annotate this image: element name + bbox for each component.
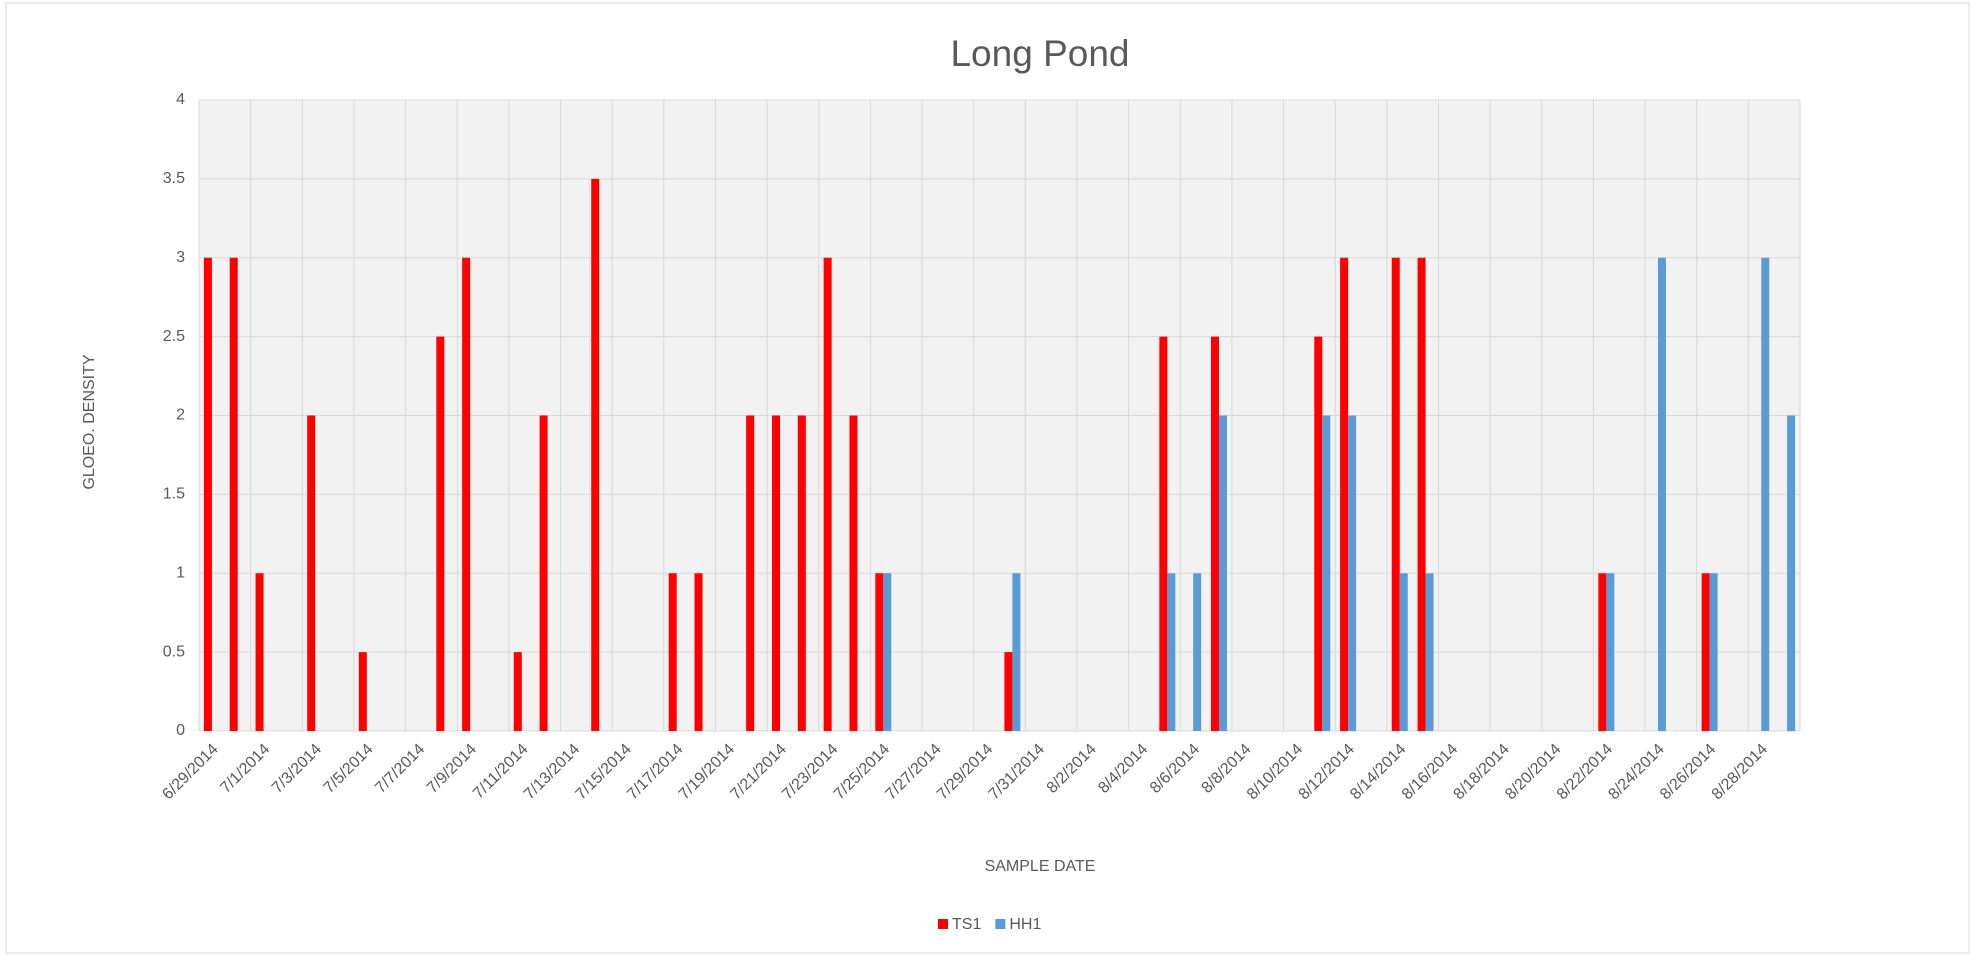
y-tick-label: 0	[176, 722, 185, 739]
bar	[1417, 257, 1426, 731]
bar	[823, 257, 832, 731]
y-tick-label: 3.5	[163, 170, 185, 187]
y-axis-title: GLOEO. DENSITY	[81, 354, 98, 489]
bar	[1167, 573, 1176, 731]
bar	[1314, 336, 1323, 731]
bar	[1004, 652, 1013, 731]
bar	[1210, 336, 1219, 731]
bar	[1348, 415, 1357, 731]
bar	[307, 415, 316, 731]
legend-label: TS1	[952, 916, 981, 933]
y-tick-label: 2	[176, 407, 185, 424]
bar	[1193, 573, 1202, 731]
bar	[797, 415, 806, 731]
y-tick-label: 1	[176, 564, 185, 581]
chart-title: Long Pond	[950, 33, 1129, 74]
bar	[1606, 573, 1615, 731]
y-tick-label: 2.5	[163, 328, 185, 345]
bar	[203, 257, 212, 731]
bar	[1322, 415, 1331, 731]
bar	[462, 257, 471, 731]
bar	[1399, 573, 1408, 731]
bar	[1340, 257, 1349, 731]
bar	[883, 573, 892, 731]
bar	[255, 573, 264, 731]
bar	[746, 415, 755, 731]
bar	[436, 336, 445, 731]
legend-swatch	[995, 919, 1006, 929]
bar	[591, 178, 600, 731]
bar	[1012, 573, 1021, 731]
bar	[1701, 573, 1710, 731]
legend-swatch	[938, 919, 948, 929]
bar	[229, 257, 238, 731]
bar	[772, 415, 781, 731]
bar	[358, 652, 367, 731]
legend-label: HH1	[1009, 916, 1041, 933]
y-tick-label: 4	[176, 91, 185, 108]
bar	[1391, 257, 1400, 731]
bar	[1787, 415, 1796, 731]
y-tick-label: 3	[176, 249, 185, 266]
y-tick-label: 1.5	[163, 486, 185, 503]
bar	[513, 652, 522, 731]
bar	[668, 573, 677, 731]
bar	[849, 415, 858, 731]
bar	[1657, 257, 1666, 731]
bar	[1218, 415, 1227, 731]
bar	[1425, 573, 1434, 731]
bar	[694, 573, 703, 731]
bar	[1598, 573, 1607, 731]
bar	[875, 573, 884, 731]
bar	[1159, 336, 1168, 731]
bar	[1709, 573, 1718, 731]
bar	[539, 415, 548, 731]
y-tick-label: 0.5	[163, 643, 185, 660]
x-axis-title: SAMPLE DATE	[985, 858, 1096, 875]
bar	[1761, 257, 1770, 731]
